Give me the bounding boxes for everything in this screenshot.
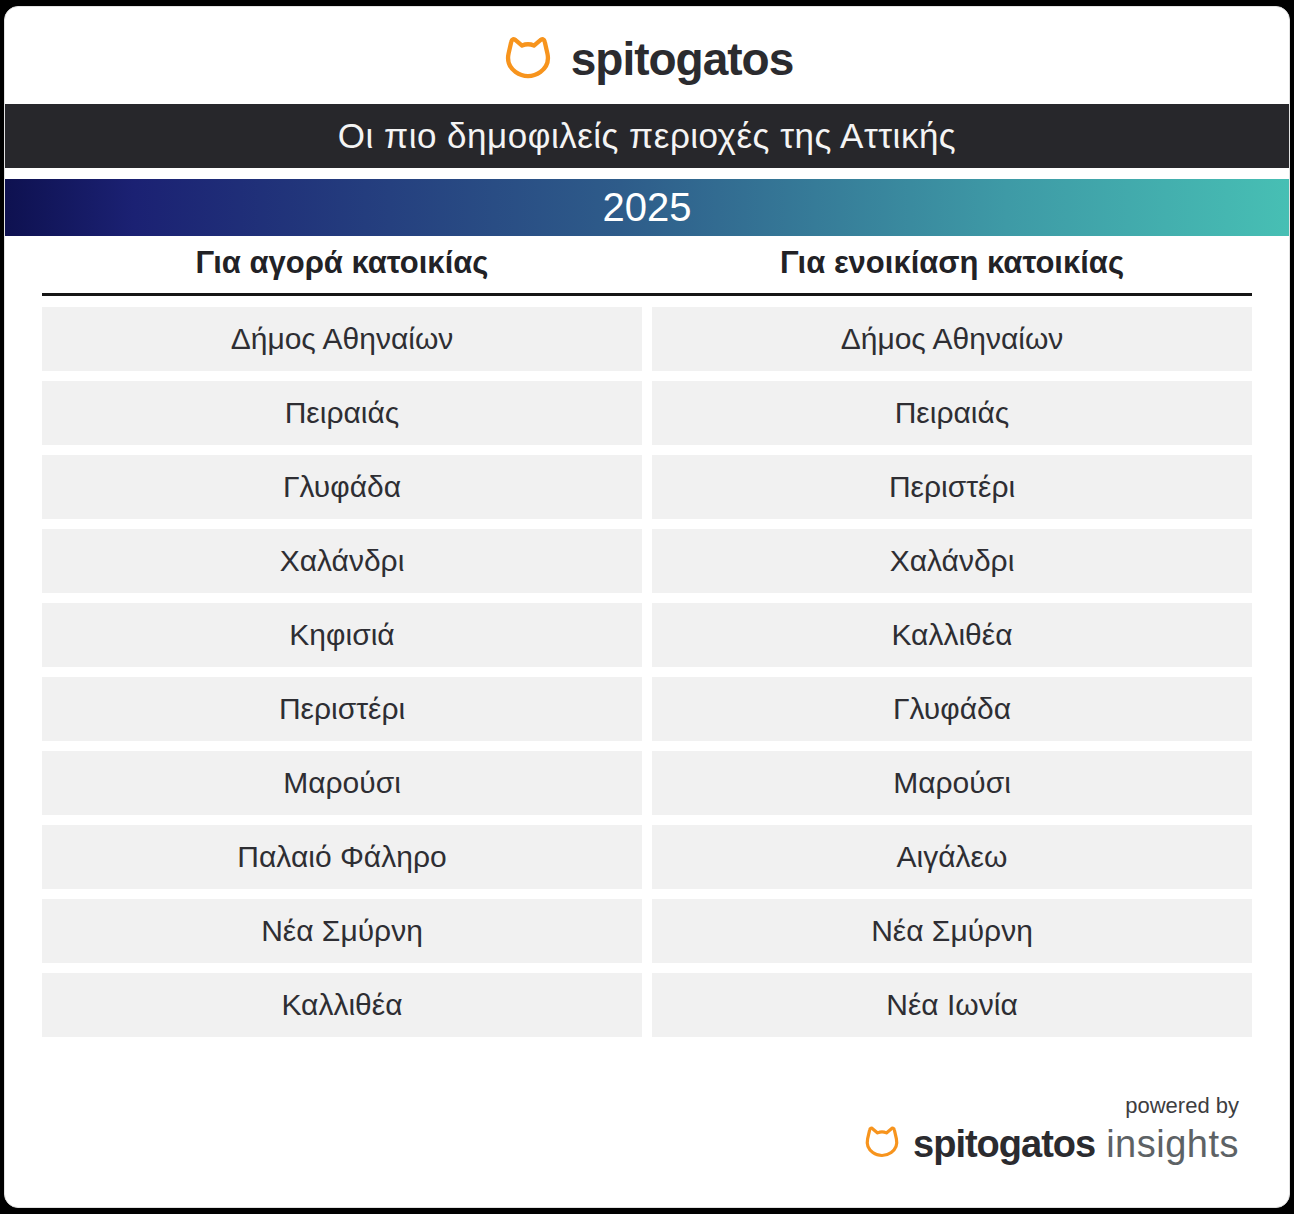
cat-icon	[501, 35, 555, 82]
footer-brand-wordmark: spitogatos	[913, 1123, 1095, 1166]
footer-brand: spitogatos insights	[862, 1123, 1239, 1166]
rent-area-cell: Καλλιθέα	[652, 603, 1252, 667]
table-body: Δήμος Αθηναίων Δήμος Αθηναίων Πειραιάς Π…	[42, 307, 1252, 1037]
rent-area-cell: Νέα Ιωνία	[652, 973, 1252, 1037]
year-banner: 2025	[5, 179, 1289, 236]
buy-area-cell: Παλαιό Φάληρο	[42, 825, 642, 889]
table-row: Κηφισιά Καλλιθέα	[42, 603, 1252, 667]
rent-area-cell: Αιγάλεω	[652, 825, 1252, 889]
table-row: Περιστέρι Γλυφάδα	[42, 677, 1252, 741]
buy-area-cell: Πειραιάς	[42, 381, 642, 445]
buy-area-cell: Περιστέρι	[42, 677, 642, 741]
rent-area-cell: Περιστέρι	[652, 455, 1252, 519]
footer: powered by spitogatos insights	[5, 1093, 1289, 1166]
rent-area-cell: Μαρούσι	[652, 751, 1252, 815]
rent-area-cell: Νέα Σμύρνη	[652, 899, 1252, 963]
buy-area-cell: Χαλάνδρι	[42, 529, 642, 593]
footer-product-name: insights	[1106, 1123, 1239, 1166]
buy-area-cell: Καλλιθέα	[42, 973, 642, 1037]
buy-area-cell: Δήμος Αθηναίων	[42, 307, 642, 371]
powered-by-label: powered by	[1125, 1093, 1239, 1119]
brand-header: spitogatos	[5, 7, 1289, 104]
table-row: Δήμος Αθηναίων Δήμος Αθηναίων	[42, 307, 1252, 371]
page-title: Οι πιο δημοφιλείς περιοχές της Αττικής	[338, 116, 956, 156]
buy-area-cell: Μαρούσι	[42, 751, 642, 815]
rent-area-cell: Χαλάνδρι	[652, 529, 1252, 593]
year-label: 2025	[603, 185, 692, 230]
cat-icon	[862, 1125, 902, 1164]
table-row: Παλαιό Φάληρο Αιγάλεω	[42, 825, 1252, 889]
table-row: Νέα Σμύρνη Νέα Σμύρνη	[42, 899, 1252, 963]
rent-area-cell: Δήμος Αθηναίων	[652, 307, 1252, 371]
popular-areas-table: Για αγορά κατοικίας Για ενοικίαση κατοικ…	[42, 236, 1252, 1037]
table-row: Μαρούσι Μαρούσι	[42, 751, 1252, 815]
title-bar: Οι πιο δημοφιλείς περιοχές της Αττικής	[5, 104, 1289, 168]
buy-area-cell: Νέα Σμύρνη	[42, 899, 642, 963]
infographic-card: spitogatos Οι πιο δημοφιλείς περιοχές τη…	[4, 6, 1290, 1208]
buy-area-cell: Γλυφάδα	[42, 455, 642, 519]
table-row: Γλυφάδα Περιστέρι	[42, 455, 1252, 519]
brand-wordmark: spitogatos	[571, 32, 794, 86]
buy-area-cell: Κηφισιά	[42, 603, 642, 667]
table-header-row: Για αγορά κατοικίας Για ενοικίαση κατοικ…	[42, 236, 1252, 296]
rent-area-cell: Πειραιάς	[652, 381, 1252, 445]
column-header-rent: Για ενοικίαση κατοικίας	[652, 245, 1252, 281]
table-row: Χαλάνδρι Χαλάνδρι	[42, 529, 1252, 593]
table-row: Καλλιθέα Νέα Ιωνία	[42, 973, 1252, 1037]
column-header-buy: Για αγορά κατοικίας	[42, 245, 642, 281]
table-row: Πειραιάς Πειραιάς	[42, 381, 1252, 445]
rent-area-cell: Γλυφάδα	[652, 677, 1252, 741]
